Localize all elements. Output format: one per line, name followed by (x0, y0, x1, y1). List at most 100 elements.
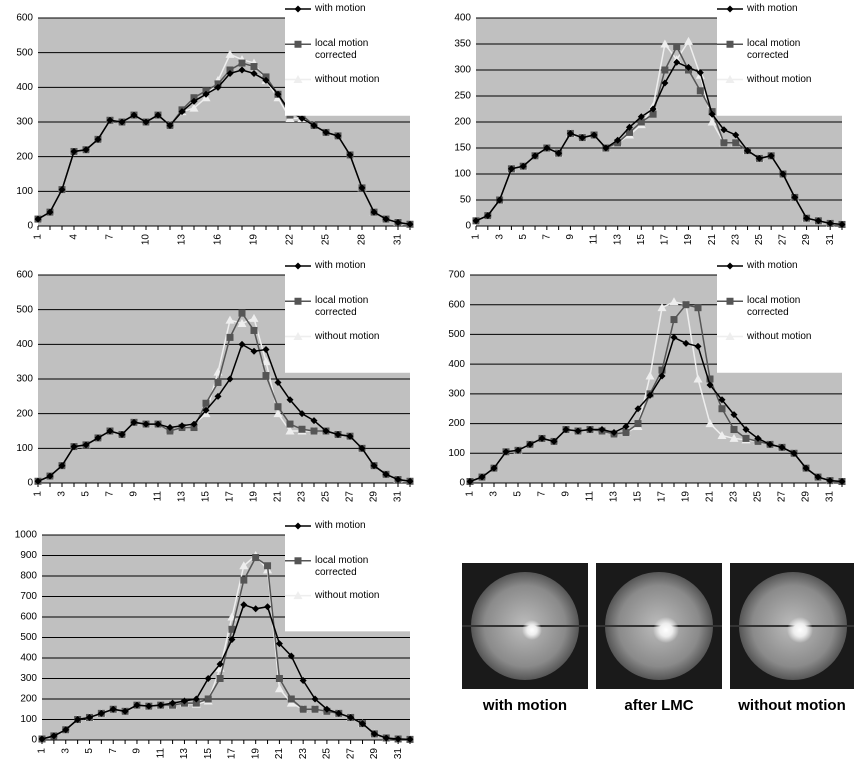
y-tick-label: 300 (16, 374, 33, 385)
legend: with motion local motion corrected without… (717, 0, 847, 116)
x-tick-label: 25 (322, 748, 333, 760)
marker (707, 117, 717, 126)
x-tick-label: 5 (81, 491, 92, 497)
legend-item: with motion (315, 260, 366, 271)
x-tick-label: 11 (153, 491, 164, 502)
legend-item: with motion (315, 520, 366, 531)
y-tick-label: 700 (20, 591, 37, 602)
legend-label: without motion (315, 73, 380, 85)
marker (790, 449, 798, 457)
marker (779, 170, 787, 178)
marker (46, 472, 54, 480)
y-tick-label: 200 (448, 418, 465, 429)
x-tick-label: 22 (285, 234, 296, 246)
marker (109, 705, 117, 713)
x-tick-label: 19 (250, 748, 261, 760)
chart: 0 100 200 300 400 500 600 1 4 7 10 13 16 19 22 25 28 31 (16, 13, 415, 246)
marker (725, 332, 735, 341)
y-tick-label: 400 (20, 653, 37, 664)
marker (216, 675, 224, 682)
marker (684, 36, 694, 45)
marker (406, 477, 414, 485)
x-tick-label: 17 (227, 748, 238, 760)
marker (826, 219, 834, 227)
marker (767, 152, 775, 160)
marker (347, 713, 355, 721)
marker (754, 434, 762, 442)
marker (34, 477, 42, 485)
marker (696, 69, 704, 77)
marker (310, 417, 318, 425)
marker (70, 443, 78, 451)
marker (294, 297, 302, 305)
x-tick-label: 27 (345, 491, 356, 503)
marker (286, 396, 294, 404)
marker (275, 640, 283, 648)
x-tick-label: 15 (636, 234, 647, 246)
marker (670, 333, 678, 341)
y-tick-label: 1000 (15, 530, 38, 541)
legend: with motion local motion corrected without… (285, 257, 415, 373)
x-tick-label: 25 (321, 234, 332, 246)
legend-label: local motion corrected (747, 38, 801, 62)
marker (202, 399, 210, 407)
x-tick-label: 16 (213, 234, 224, 246)
marker (550, 437, 558, 445)
legend-box (285, 257, 415, 373)
marker (273, 409, 283, 418)
marker (346, 151, 354, 159)
y-tick-label: 600 (20, 612, 37, 623)
x-tick-label: 1 (33, 234, 44, 240)
marker (311, 695, 319, 703)
marker (133, 701, 141, 709)
marker (106, 116, 114, 124)
y-tick-label: 0 (459, 478, 465, 489)
x-tick-label: 27 (778, 234, 789, 246)
marker (566, 129, 574, 137)
marker (311, 705, 319, 713)
marker (293, 75, 303, 84)
marker (590, 131, 598, 139)
legend-box (717, 257, 847, 373)
y-tick-label: 400 (454, 13, 471, 24)
marker (97, 709, 105, 717)
marker (634, 405, 642, 413)
marker (602, 144, 610, 152)
marker (682, 339, 690, 347)
x-tick-label: 5 (84, 748, 95, 754)
marker (466, 478, 474, 486)
marker (658, 366, 666, 374)
marker (669, 297, 679, 306)
x-tick-label: 31 (825, 491, 836, 503)
marker (214, 378, 222, 386)
marker (538, 434, 546, 442)
legend-item: local motion corrected (315, 555, 368, 578)
x-tick-label: 5 (513, 491, 524, 497)
x-tick-label: 21 (274, 748, 285, 760)
marker (744, 147, 752, 155)
x-tick-label: 15 (201, 491, 212, 503)
marker (228, 636, 236, 644)
marker (192, 699, 200, 707)
marker (250, 63, 258, 71)
marker (252, 605, 260, 613)
marker (646, 391, 654, 399)
x-tick-label: 21 (705, 491, 716, 503)
marker (264, 562, 272, 570)
marker (370, 462, 378, 470)
legend-label: with motion (315, 520, 366, 531)
x-tick-label: 23 (298, 748, 309, 760)
y-tick-label: 500 (16, 47, 33, 58)
marker (514, 446, 522, 454)
marker (106, 427, 114, 435)
marker (358, 184, 366, 192)
marker (803, 214, 811, 222)
legend-item: local motion corrected (747, 295, 800, 318)
marker (658, 372, 666, 380)
x-tick-label: 17 (225, 491, 236, 503)
marker (157, 701, 165, 709)
y-tick-label: 900 (20, 550, 37, 561)
marker (622, 423, 630, 431)
marker (670, 316, 678, 324)
